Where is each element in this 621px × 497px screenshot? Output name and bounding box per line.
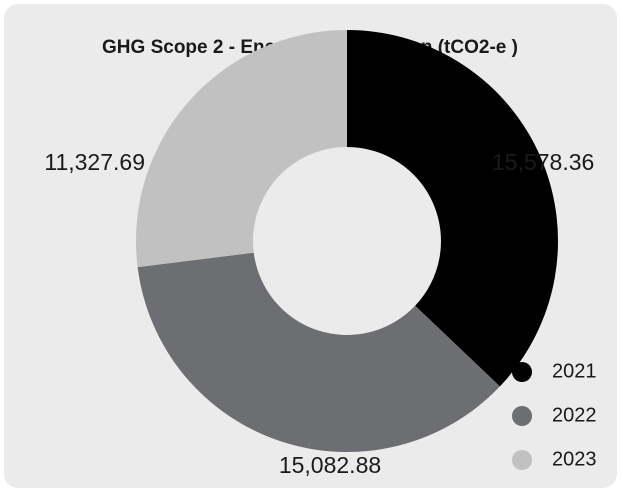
donut-slice <box>137 252 500 453</box>
value-label: 11,327.69 <box>44 149 145 175</box>
donut-slice <box>136 30 347 268</box>
legend-swatch <box>512 450 532 470</box>
donut-slice <box>347 30 559 387</box>
legend-label: 2022 <box>552 404 597 426</box>
value-label: 15,578.36 <box>492 149 594 175</box>
legend-swatch <box>512 406 532 426</box>
legend-label: 2023 <box>552 448 597 470</box>
legend-label: 2021 <box>552 360 597 382</box>
legend-swatch <box>512 362 532 382</box>
value-label: 15,082.88 <box>279 452 381 478</box>
